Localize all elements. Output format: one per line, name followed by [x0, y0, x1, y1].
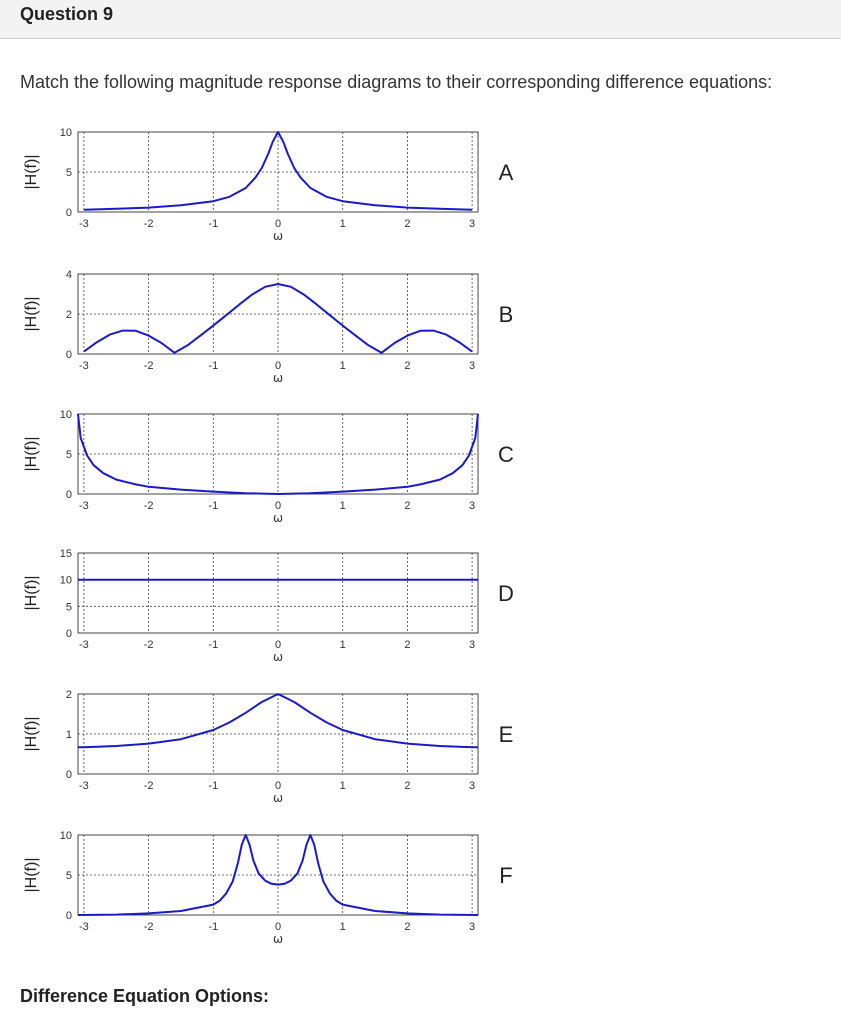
x-tick-label: 0 — [275, 360, 281, 372]
magnitude-curve-E — [78, 693, 478, 749]
y-tick-label: 5 — [66, 449, 72, 461]
x-tick-label: -2 — [144, 921, 154, 933]
x-tick-label: -3 — [79, 639, 89, 651]
x-tick-label: -2 — [144, 218, 154, 230]
y-axis-label: |H(f)| — [23, 437, 40, 472]
x-tick-label: 3 — [469, 360, 475, 372]
plot-letter-label: E — [499, 722, 514, 747]
x-tick-label: -3 — [79, 500, 89, 512]
x-tick-label: 1 — [340, 780, 346, 792]
x-tick-label: -1 — [208, 639, 218, 651]
x-tick-label: -2 — [144, 360, 154, 372]
x-tick-label: 2 — [404, 780, 410, 792]
x-tick-label: 0 — [275, 500, 281, 512]
x-tick-label: -1 — [208, 500, 218, 512]
x-tick-label: -1 — [208, 921, 218, 933]
y-tick-label: 10 — [60, 127, 72, 139]
y-tick-label: 0 — [66, 489, 72, 501]
x-tick-label: 0 — [275, 218, 281, 230]
y-tick-label: 0 — [66, 349, 72, 361]
magnitude-curve-B — [83, 283, 473, 354]
y-tick-label: 2 — [66, 309, 72, 321]
x-tick-label: 3 — [469, 639, 475, 651]
x-axis-label: ω — [273, 229, 283, 243]
y-tick-label: 1 — [66, 729, 72, 741]
question-header: Question 9 — [0, 0, 841, 39]
magnitude-plots: -3 -2 -1 0 1 2 3 0 5 10 ω |H(f)| A -3 -2 -1 0 1 2 3 0 2 4 ω |H(f… — [0, 110, 841, 970]
y-tick-label: 10 — [60, 575, 72, 587]
plot-letter-label: D — [498, 581, 514, 606]
plot-letter-label: C — [498, 442, 514, 467]
x-tick-label: 1 — [340, 360, 346, 372]
x-tick-label: -3 — [79, 780, 89, 792]
x-tick-label: -1 — [208, 360, 218, 372]
x-axis-label: ω — [273, 932, 283, 946]
x-tick-label: -2 — [144, 780, 154, 792]
y-tick-label: 5 — [66, 601, 72, 613]
x-tick-label: 2 — [404, 360, 410, 372]
x-tick-label: 1 — [340, 218, 346, 230]
y-tick-label: 0 — [66, 628, 72, 640]
y-tick-label: 2 — [66, 689, 72, 701]
x-axis-label: ω — [273, 650, 283, 664]
y-axis-label: |H(f)| — [23, 858, 40, 893]
x-tick-label: 0 — [275, 780, 281, 792]
y-tick-label: 0 — [66, 207, 72, 219]
x-tick-label: -2 — [144, 500, 154, 512]
x-tick-label: 0 — [275, 639, 281, 651]
plot-letter-label: B — [499, 302, 514, 327]
x-tick-label: -2 — [144, 639, 154, 651]
y-tick-label: 10 — [60, 409, 72, 421]
y-axis-label: |H(f)| — [23, 717, 40, 752]
x-tick-label: 3 — [469, 218, 475, 230]
magnitude-curve-C — [77, 413, 479, 495]
y-tick-label: 0 — [66, 910, 72, 922]
x-tick-label: -1 — [208, 218, 218, 230]
x-tick-label: 1 — [340, 921, 346, 933]
magnitude-curve-A — [83, 131, 473, 211]
question-prompt: Match the following magnitude response d… — [20, 72, 773, 92]
x-tick-label: 3 — [469, 921, 475, 933]
y-axis-label: |H(f)| — [23, 297, 40, 332]
x-tick-label: 1 — [340, 500, 346, 512]
x-tick-label: 2 — [404, 921, 410, 933]
plot-letter-label: F — [499, 863, 512, 888]
x-tick-label: -3 — [79, 360, 89, 372]
y-tick-label: 5 — [66, 167, 72, 179]
x-tick-label: 2 — [404, 218, 410, 230]
x-tick-label: -3 — [79, 921, 89, 933]
question-title: Question 9 — [20, 4, 114, 24]
y-tick-label: 5 — [66, 870, 72, 882]
x-tick-label: 3 — [469, 780, 475, 792]
y-tick-label: 10 — [60, 830, 72, 842]
y-tick-label: 15 — [60, 548, 72, 560]
x-tick-label: 3 — [469, 500, 475, 512]
difference-equation-options-heading: Difference Equation Options: — [20, 986, 270, 1006]
y-axis-label: |H(f)| — [23, 155, 40, 190]
y-tick-label: 0 — [66, 769, 72, 781]
y-tick-label: 4 — [66, 269, 72, 281]
x-tick-label: 0 — [275, 921, 281, 933]
x-tick-label: 2 — [404, 500, 410, 512]
x-tick-label: 1 — [340, 639, 346, 651]
x-axis-label: ω — [273, 791, 283, 805]
x-tick-label: -1 — [208, 780, 218, 792]
x-axis-label: ω — [273, 371, 283, 385]
x-tick-label: 2 — [404, 639, 410, 651]
plot-letter-label: A — [499, 160, 514, 185]
x-axis-label: ω — [273, 511, 283, 525]
magnitude-curve-F — [77, 834, 479, 916]
x-tick-label: -3 — [79, 218, 89, 230]
y-axis-label: |H(f)| — [23, 576, 40, 611]
